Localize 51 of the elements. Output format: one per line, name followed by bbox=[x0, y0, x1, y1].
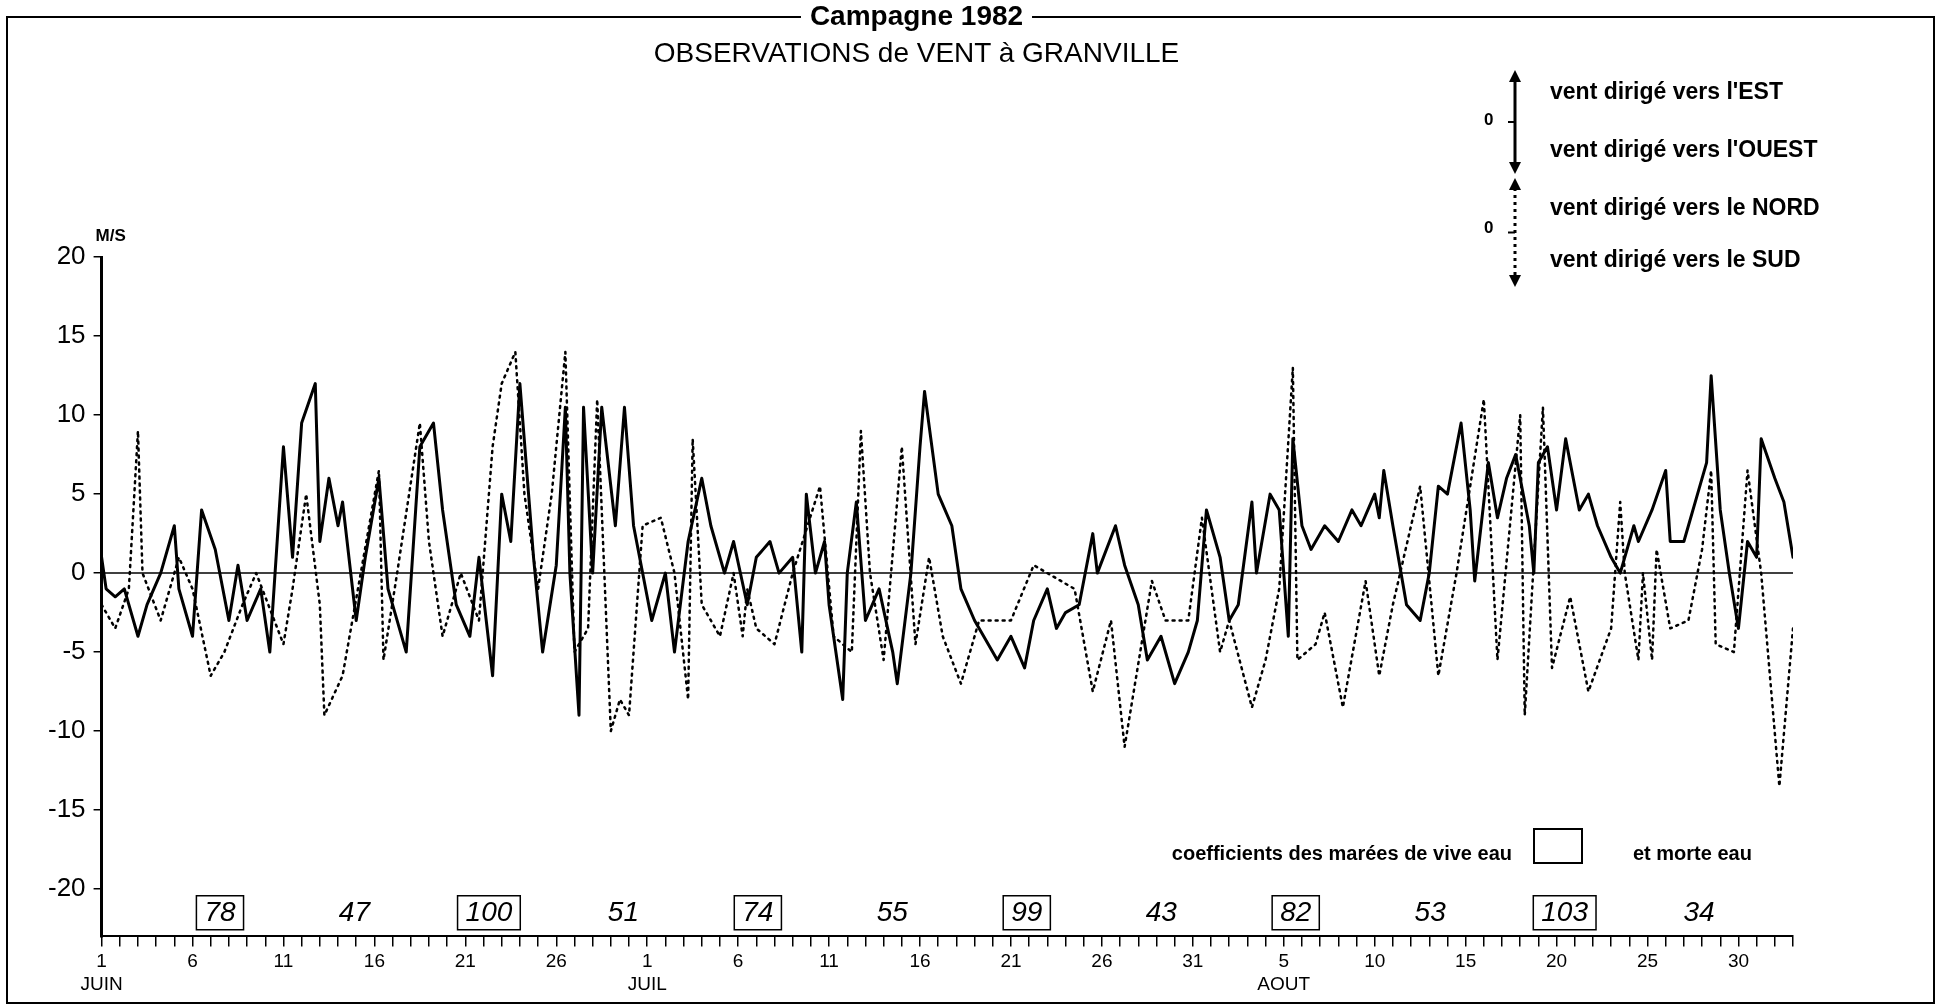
x-tick-label: 6 bbox=[187, 950, 198, 972]
x-tick-label: 16 bbox=[363, 950, 385, 972]
annotation: 53 bbox=[1414, 895, 1447, 927]
x-tick-label: 11 bbox=[819, 950, 839, 972]
annotation: 103 bbox=[1541, 895, 1589, 927]
annotation: 47 bbox=[338, 895, 372, 927]
x-tick-label: 30 bbox=[1727, 950, 1750, 972]
x-tick-label: 1 JUIN bbox=[80, 950, 123, 994]
x-tick-label: 11 bbox=[273, 950, 294, 972]
annotation: 99 bbox=[1011, 895, 1043, 927]
x-tick-label: 26 bbox=[545, 950, 567, 972]
annotation: 74 bbox=[742, 895, 774, 927]
x-tick-label: 20 bbox=[1545, 950, 1568, 972]
annotation: et morte eau bbox=[1633, 842, 1752, 865]
x-tick-label: 1 JUIL bbox=[627, 950, 667, 994]
annotation: 43 bbox=[1145, 895, 1178, 927]
x-tick-label: 5 AOUT bbox=[1257, 950, 1311, 994]
y-axis-title: M/S bbox=[95, 226, 126, 246]
chart-subtitle: OBSERVATIONS de VENT à GRANVILLE bbox=[653, 37, 1180, 69]
text: vent dirigé vers l'OUEST bbox=[1550, 136, 1818, 163]
y-tick-label: -20 bbox=[48, 872, 86, 903]
x-tick-label: 26 bbox=[1091, 950, 1113, 972]
chart-title: Campagne 1982 bbox=[809, 0, 1024, 31]
annotation: 100 bbox=[465, 895, 513, 927]
annotation: 55 bbox=[876, 895, 909, 927]
x-tick-label: 31 bbox=[1182, 950, 1204, 972]
text: 0 bbox=[1484, 110, 1494, 130]
x-tick-label: 25 bbox=[1636, 950, 1659, 972]
annotation: 34 bbox=[1683, 895, 1715, 927]
y-tick-label: 5 bbox=[71, 477, 86, 508]
y-tick-label: 0 bbox=[71, 556, 86, 587]
y-tick-label: -15 bbox=[48, 793, 86, 824]
x-tick-label: 21 bbox=[454, 950, 476, 972]
y-tick-label: 10 bbox=[56, 398, 86, 429]
x-tick-label: 15 bbox=[1455, 950, 1477, 972]
y-tick-label: -10 bbox=[48, 714, 86, 745]
annotation: 78 bbox=[204, 895, 236, 927]
annotation: vent dirigé vers le SUD bbox=[1550, 246, 1801, 273]
x-tick-label: 21 bbox=[1000, 950, 1022, 972]
x-tick-label: 16 bbox=[909, 950, 931, 972]
y-tick-label: 20 bbox=[56, 240, 86, 271]
annotation: 51 bbox=[607, 895, 639, 927]
text: vent dirigé vers le NORD bbox=[1550, 194, 1820, 221]
annotation: 82 bbox=[1280, 895, 1312, 927]
annotation: coefficients des marées de vive eau bbox=[1171, 842, 1512, 865]
text: 0 bbox=[1484, 218, 1494, 238]
text: vent dirigé vers l'EST bbox=[1550, 78, 1783, 105]
y-tick-label: -5 bbox=[62, 635, 86, 666]
x-tick-label: 10 bbox=[1364, 950, 1386, 972]
y-tick-label: 15 bbox=[56, 319, 86, 350]
x-tick-label: 6 bbox=[732, 950, 744, 972]
